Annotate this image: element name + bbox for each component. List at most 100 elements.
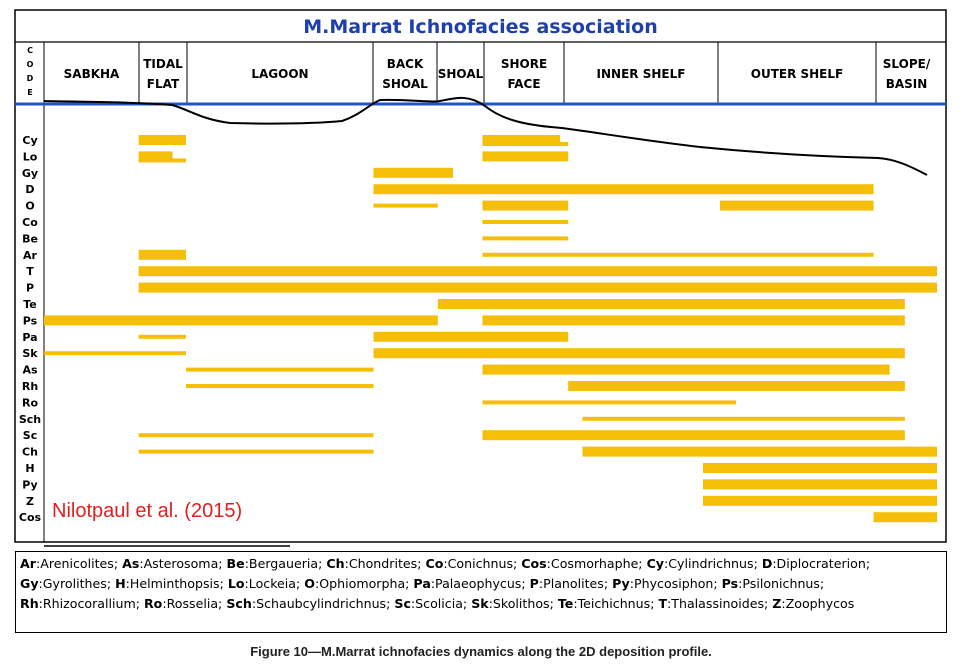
occurrence-bar-Cos xyxy=(873,512,937,523)
legend-item: T:Thalassinoides; xyxy=(658,596,772,611)
occurrence-bar-O xyxy=(720,200,874,211)
legend-item: Sch:Schaubcylindrichnus; xyxy=(226,596,394,611)
occurrence-bar-Ps xyxy=(44,315,438,326)
zone-label-line: BASIN xyxy=(886,77,928,91)
legend-item: Pa:Palaeophycus; xyxy=(413,576,529,591)
occurrence-bar-Ar xyxy=(138,249,186,260)
legend-name: :Chondrites; xyxy=(344,556,426,571)
zone-label: OUTER SHELF xyxy=(751,67,843,81)
legend-name: :Bergaueria; xyxy=(244,556,327,571)
legend-item: Sc:Scolicia; xyxy=(394,596,471,611)
legend-item: As:Asterosoma; xyxy=(122,556,226,571)
abbreviation-legend: Ar:Arenicolites; As:Asterosoma; Be:Berga… xyxy=(15,551,947,633)
legend-item: Rh:Rhizocorallium; xyxy=(20,596,144,611)
chart-title: M.Marrat Ichnofacies association xyxy=(303,16,658,38)
legend-item: Ch:Chondrites; xyxy=(326,556,425,571)
legend-name: :Asterosoma; xyxy=(139,556,227,571)
occurrence-bar-Sc xyxy=(482,430,905,441)
row-code-label: Pa xyxy=(22,331,37,344)
legend-code: Sk xyxy=(471,596,489,611)
legend-name: :Cosmorhaphe; xyxy=(546,556,647,571)
occurrence-bar-Ps xyxy=(482,315,905,326)
occurrence-bar-Pa xyxy=(138,334,186,339)
row-code-label: T xyxy=(26,265,34,278)
legend-name: :Cylindrichnus; xyxy=(664,556,762,571)
zone-label: SHORE FACE xyxy=(501,57,547,91)
row-code-label: As xyxy=(22,364,38,377)
occurrence-bar-Ch xyxy=(582,446,937,457)
legend-item: P:Planolites; xyxy=(530,576,612,591)
legend-code: Ps xyxy=(721,576,739,591)
legend-name: :Skolithos; xyxy=(488,596,558,611)
legend-code: P xyxy=(529,576,539,591)
occurrence-bar-T xyxy=(138,266,937,277)
legend-item: Py:Phycosiphon; xyxy=(612,576,722,591)
zone-label-line: SLOPE/ xyxy=(883,57,931,71)
row-code-label: H xyxy=(25,462,34,475)
zone-label: BACK SHOAL xyxy=(382,57,428,91)
occurrence-bar-O xyxy=(482,200,569,211)
legend-code: Te xyxy=(557,596,574,611)
legend-item: Lo:Lockeia; xyxy=(228,576,304,591)
occurrence-bar-Z xyxy=(703,495,937,506)
legend-item: Ar:Arenicolites; xyxy=(20,556,122,571)
legend-code: Ro xyxy=(143,596,163,611)
row-code-label: Be xyxy=(22,232,38,245)
zone-label: SABKHA xyxy=(64,67,120,81)
legend-code: Sc xyxy=(394,596,411,611)
occurrence-bar-Rh xyxy=(185,384,374,388)
occurrence-bar-P xyxy=(138,282,937,293)
occurrence-bar-Gy xyxy=(373,167,453,178)
row-code-label: P xyxy=(26,282,34,295)
occurrence-bar-Be xyxy=(482,236,569,241)
row-code-label: O xyxy=(25,200,34,213)
occurrence-bar-Sk xyxy=(44,351,186,356)
occurrence-bar-H xyxy=(703,463,937,473)
zone-label-line: BACK xyxy=(387,57,424,71)
legend-code: As xyxy=(122,556,140,571)
occurrence-bar-Ar xyxy=(482,252,874,257)
legend-code: Be xyxy=(226,556,245,571)
legend-item: Be:Bergaueria; xyxy=(227,556,327,571)
row-code-label: Cy xyxy=(22,134,37,147)
legend-code: H xyxy=(115,576,126,591)
legend-code: Ch xyxy=(326,556,345,571)
legend-name: :Thalassinoides; xyxy=(667,596,773,611)
legend-item: Sk:Skolithos; xyxy=(471,596,558,611)
occurrence-bar-Sch xyxy=(582,416,905,421)
ichnofacies-chart: M.Marrat Ichnofacies associationCODESABK… xyxy=(14,9,947,547)
occurrence-bar-Co xyxy=(482,220,569,224)
occurrence-bar-Lo xyxy=(138,158,186,163)
legend-name: :Schaubcylindrichnus; xyxy=(251,596,395,611)
occurrence-bar-Sc xyxy=(138,433,374,438)
occurrence-bar-Rh xyxy=(568,381,905,391)
legend-name: :Helminthopsis; xyxy=(125,576,228,591)
legend-code: Ar xyxy=(20,556,36,571)
occurrence-bar-Cy xyxy=(138,135,186,145)
row-code-label: Ps xyxy=(23,314,38,327)
legend-code: D xyxy=(761,556,773,571)
zone-label-line: TIDAL xyxy=(143,57,183,71)
legend-name: :Phycosiphon; xyxy=(629,576,722,591)
occurrence-bar-Cy xyxy=(482,142,569,146)
legend-code: Co xyxy=(425,556,444,571)
row-code-label: Ch xyxy=(22,446,38,459)
row-code-label: Gy xyxy=(22,167,38,180)
legend-code: Pa xyxy=(413,576,431,591)
row-code-label: Cos xyxy=(19,511,42,524)
zone-label: TIDAL FLAT xyxy=(143,57,183,91)
legend-name: :Zoophycos xyxy=(781,596,855,611)
row-code-label: Te xyxy=(23,298,37,311)
legend-name: :Gyrolithes; xyxy=(38,576,116,591)
legend-item: D:Diplocraterion; xyxy=(762,556,870,571)
code-header-letter: E xyxy=(27,88,32,97)
row-code-label: D xyxy=(25,183,34,196)
occurrence-bar-As xyxy=(185,367,374,372)
legend-item: Z:Zoophycos xyxy=(772,596,854,611)
legend-name: :Conichnus; xyxy=(443,556,522,571)
legend-item: H:Helminthopsis; xyxy=(115,576,228,591)
figure-caption: Figure 10—M.Marrat ichnofacies dynamics … xyxy=(250,644,712,659)
row-code-label: Z xyxy=(26,495,34,508)
occurrence-bar-Te xyxy=(437,299,905,309)
occurrence-bar-Pa xyxy=(373,331,569,342)
